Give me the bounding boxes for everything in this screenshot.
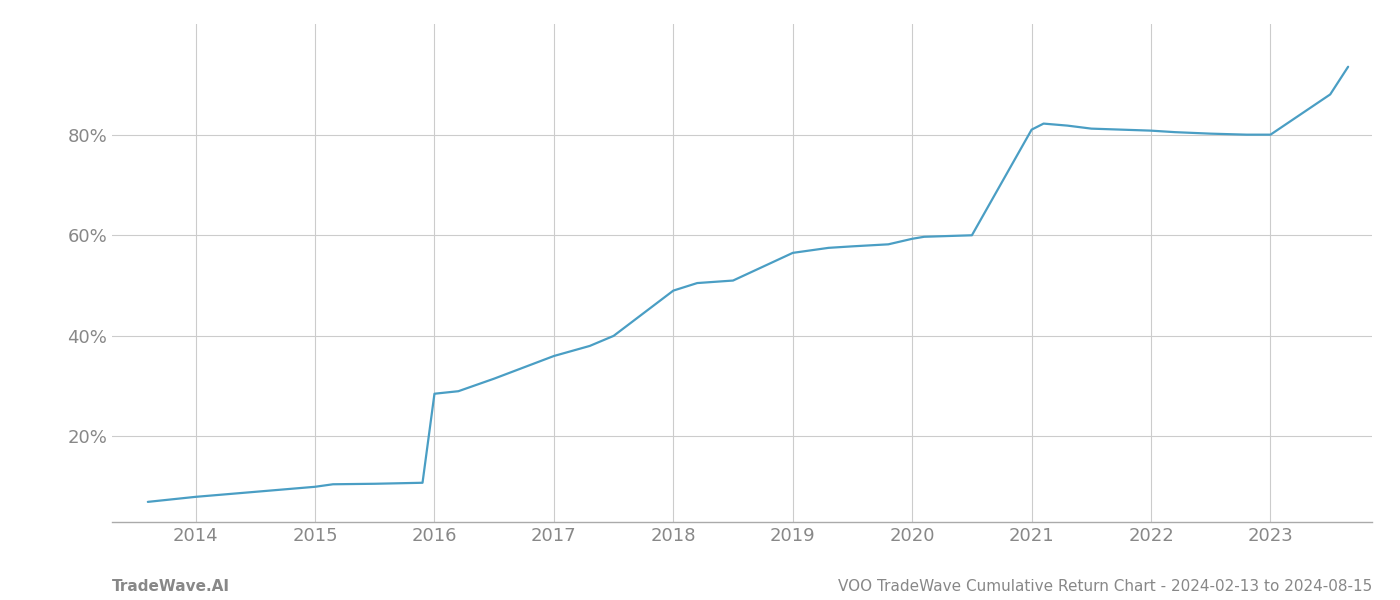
- Text: TradeWave.AI: TradeWave.AI: [112, 579, 230, 594]
- Text: VOO TradeWave Cumulative Return Chart - 2024-02-13 to 2024-08-15: VOO TradeWave Cumulative Return Chart - …: [837, 579, 1372, 594]
